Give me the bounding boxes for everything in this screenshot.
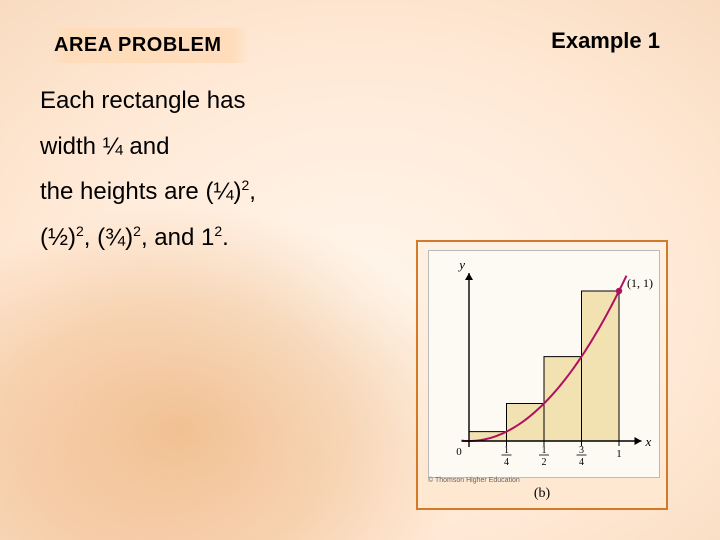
svg-text:0: 0: [456, 446, 462, 458]
svg-text:4: 4: [504, 457, 509, 468]
example-number: Example 1: [551, 28, 660, 54]
text: ,: [84, 224, 97, 251]
text: the heights are (¼): [40, 178, 241, 205]
figure-panel: 01412341yx(1, 1) © Thomson Higher Educat…: [416, 240, 668, 510]
svg-text:1: 1: [504, 445, 509, 456]
text: (¾): [97, 224, 133, 251]
figure-credit: © Thomson Higher Education: [428, 477, 520, 484]
svg-text:3: 3: [579, 445, 584, 456]
line-3: the heights are (¼)2,: [40, 169, 400, 215]
sup: 2: [76, 223, 84, 239]
text: , and 1: [141, 224, 214, 251]
sup: 2: [214, 223, 222, 239]
svg-text:(1, 1): (1, 1): [627, 276, 653, 290]
text: (½): [40, 224, 76, 251]
svg-text:x: x: [645, 434, 652, 449]
text: .: [222, 224, 229, 251]
line-1: Each rectangle has: [40, 78, 400, 124]
body-text: Each rectangle has width ¼ and the heigh…: [40, 78, 400, 260]
svg-text:1: 1: [616, 448, 622, 460]
figure-caption: (b): [418, 486, 666, 502]
svg-text:2: 2: [542, 457, 547, 468]
sup: 2: [133, 223, 141, 239]
svg-text:1: 1: [542, 445, 547, 456]
line-4: (½)2, (¾)2, and 12.: [40, 215, 400, 261]
chart-svg: 01412341yx(1, 1): [429, 251, 661, 479]
text: ,: [249, 178, 256, 205]
line-2: width ¼ and: [40, 124, 400, 170]
svg-text:4: 4: [579, 457, 584, 468]
svg-text:y: y: [457, 257, 465, 272]
section-title: AREA PROBLEM: [50, 28, 249, 63]
chart: 01412341yx(1, 1): [428, 250, 660, 478]
